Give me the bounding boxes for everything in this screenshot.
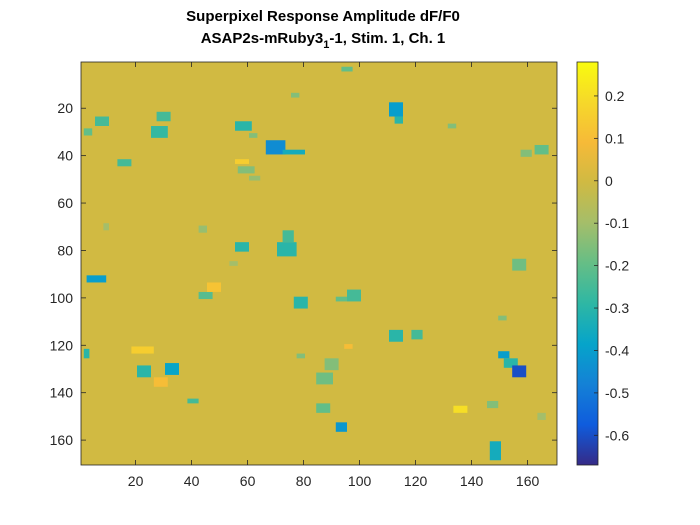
x-tick-label: 40 [184,473,200,489]
superpixel-patch [498,315,507,321]
superpixel-patch [291,92,300,98]
superpixel-patch [537,412,546,420]
heatmap-image [81,62,557,465]
superpixel-patch [137,365,151,378]
superpixel-patch [83,348,90,359]
superpixel-patch [389,329,403,342]
colorbar-tick-label: -0.4 [605,342,629,358]
superpixel-patch [282,230,294,243]
superpixel-patch [411,329,423,340]
superpixel-patch [487,400,499,409]
colorbar-tick-label: -0.1 [605,215,629,231]
x-tick-label: 120 [404,473,428,489]
superpixel-patch [282,149,305,155]
plot-frame [80,61,558,466]
superpixel-patch [235,121,252,131]
superpixel-patch [347,289,361,302]
superpixel-patch [198,225,207,233]
superpixel-patch [453,405,468,413]
colorbar [576,61,599,466]
x-tick-label: 60 [240,473,256,489]
superpixel-patch [293,296,308,309]
superpixel-patch [131,346,154,354]
superpixel-patch [489,441,501,461]
superpixel-patch [83,128,93,136]
superpixel-patch [165,363,179,375]
superpixel-patch [235,242,249,252]
superpixel-patch [335,422,347,432]
superpixel-patch [187,398,199,404]
superpixel-patch [344,344,353,349]
superpixel-patch [512,258,527,271]
colorbar-tick-label: -0.5 [605,385,629,401]
superpixel-patch [229,261,238,266]
y-tick-label: 160 [50,432,74,448]
superpixel-patch [117,159,132,167]
superpixel-patch [103,223,109,231]
x-tick-label: 20 [128,473,144,489]
superpixel-patch [534,144,549,155]
superpixel-patch [237,166,255,174]
colorbar-tick-label: 0 [605,173,613,189]
superpixel-patch [265,140,286,155]
superpixel-patch [156,111,171,122]
colorbar-tick-label: -0.3 [605,300,629,316]
superpixel-patch [316,372,333,385]
superpixel-patch [316,403,331,413]
superpixel-patch [324,358,339,371]
superpixel-patch [503,358,518,368]
y-axis: 20 40 60 80 100 120 140 160 [50,100,557,448]
superpixel-patch [512,365,527,378]
superpixel-patch [86,275,107,283]
chart-title-line2: ASAP2s-mRuby31-1, Stim. 1, Ch. 1 [201,30,446,51]
superpixel-patch [249,133,258,138]
chart-title-line1: Superpixel Response Amplitude dF/F0 [186,8,460,25]
colorbar-tick-label: 0.1 [605,130,625,146]
superpixel-patch [277,242,297,257]
superpixel-patch [394,116,403,124]
superpixel-patch [235,159,249,164]
x-tick-label: 80 [296,473,312,489]
superpixel-patch [249,175,261,181]
y-tick-label: 20 [57,100,73,116]
colorbar-tick-label: 0.2 [605,88,625,104]
y-tick-label: 80 [57,242,73,258]
chart-title-line2-subscript: 1 [323,39,329,51]
y-tick-label: 100 [50,290,74,306]
y-tick-label: 120 [50,337,74,353]
superpixel-patch [198,291,213,300]
superpixel-patch [95,116,109,126]
superpixel-patch [151,126,168,138]
colorbar-tick-label: -0.2 [605,258,629,274]
y-tick-label: 40 [57,148,73,164]
superpixel-patch [389,102,403,117]
superpixel-patch [296,353,305,359]
colorbar-axis: 0.2 0.1 0 -0.1 -0.2 -0.3 -0.4 -0.5 -0.6 [594,88,629,443]
superpixel-patch [341,66,353,72]
superpixel-patch [207,282,221,292]
chart-title-line2-prefix: ASAP2s-mRuby3 [201,30,324,47]
superpixel-patch [447,123,457,129]
y-tick-label: 140 [50,385,74,401]
superpixel-patch [153,377,168,387]
colorbar-tick-label: -0.6 [605,427,629,443]
x-tick-label: 100 [348,473,372,489]
superpixel-patch [335,296,347,302]
x-tick-label: 160 [516,473,540,489]
y-tick-label: 60 [57,195,73,211]
x-tick-label: 140 [460,473,484,489]
x-axis: 20 40 60 80 100 120 140 160 [128,62,540,489]
chart-title-line2-suffix: -1, Stim. 1, Ch. 1 [329,30,445,47]
superpixel-patch [498,351,510,359]
superpixel-patch [520,149,532,157]
